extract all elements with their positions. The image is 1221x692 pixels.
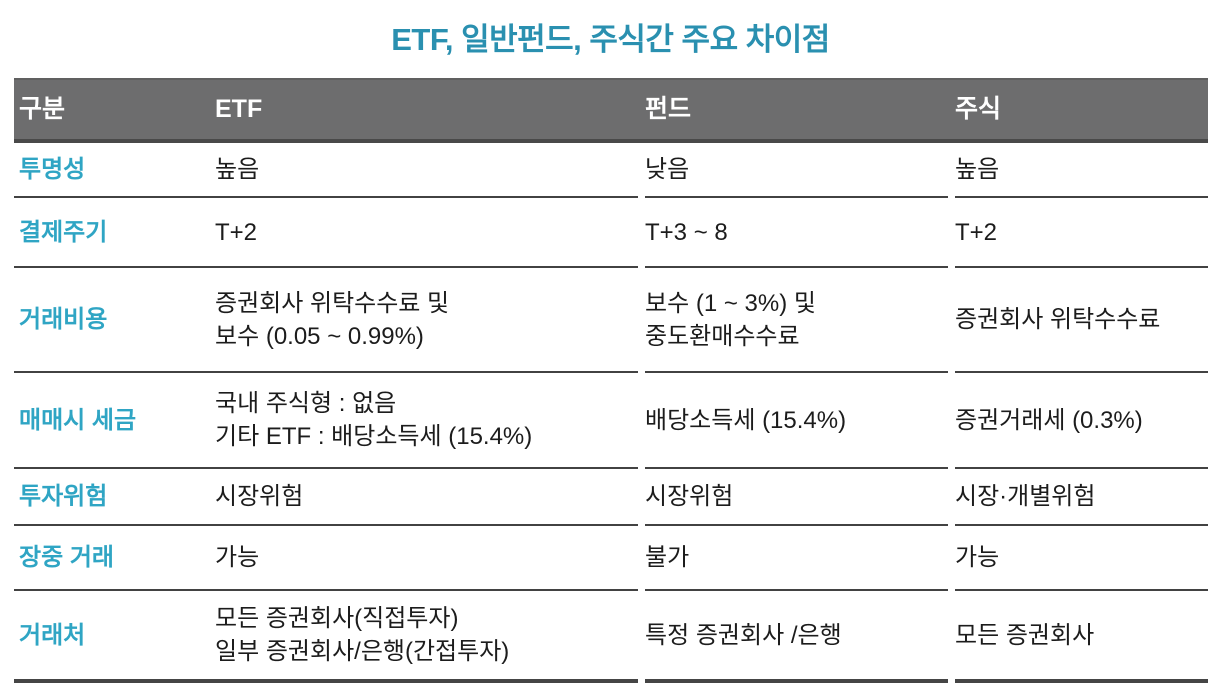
stock-cell: 증권거래세 (0.3%) [955,373,1208,469]
row-label: 매매시 세금 [14,373,205,469]
row-label: 거래비용 [14,268,205,373]
etf-cell: 모든 증권회사(직접투자) 일부 증권회사/은행(간접투자) [205,591,638,683]
fund-cell: 시장위험 [645,469,948,526]
comparison-table: 구분 ETF 펀드 주식 투명성 높음 낮음 높음 결제주기 T+2 T+3 ~… [14,78,1208,683]
etf-cell: 가능 [205,526,638,591]
stock-cell: 시장·개별위험 [955,469,1208,526]
table-row: 투명성 높음 낮음 높음 [14,143,1208,198]
fund-cell: 특정 증권회사 /은행 [645,591,948,683]
table-row: 결제주기 T+2 T+3 ~ 8 T+2 [14,198,1208,268]
etf-cell: T+2 [205,198,638,268]
row-label: 투자위험 [14,469,205,526]
fund-cell: T+3 ~ 8 [645,198,948,268]
header-cell-category: 구분 [19,95,66,123]
header-cell-stock: 주식 [955,95,1002,123]
table-header-row: 구분 ETF 펀드 주식 [14,78,1208,143]
stock-cell: 증권회사 위탁수수료 [955,268,1208,373]
table-row: 매매시 세금 국내 주식형 : 없음 기타 ETF : 배당소득세 (15.4%… [14,373,1208,469]
row-label: 결제주기 [14,198,205,268]
table-row: 장중 거래 가능 불가 가능 [14,526,1208,591]
stock-cell: 가능 [955,526,1208,591]
stock-cell: T+2 [955,198,1208,268]
row-label: 거래처 [14,591,205,683]
fund-cell: 불가 [645,526,948,591]
header-cell-fund: 펀드 [645,95,692,123]
fund-cell: 배당소득세 (15.4%) [645,373,948,469]
etf-cell: 증권회사 위탁수수료 및 보수 (0.05 ~ 0.99%) [205,268,638,373]
table-row: 투자위험 시장위험 시장위험 시장·개별위험 [14,469,1208,526]
header-cell-etf: ETF [215,95,263,123]
page-title: ETF, 일반펀드, 주식간 주요 차이점 [391,22,830,57]
row-label: 투명성 [14,143,205,198]
etf-cell: 높음 [205,143,638,198]
fund-cell: 낮음 [645,143,948,198]
table-row: 거래비용 증권회사 위탁수수료 및 보수 (0.05 ~ 0.99%) 보수 (… [14,268,1208,373]
stock-cell: 모든 증권회사 [955,591,1208,683]
row-label: 장중 거래 [14,526,205,591]
fund-cell: 보수 (1 ~ 3%) 및 중도환매수수료 [645,268,948,373]
etf-cell: 국내 주식형 : 없음 기타 ETF : 배당소득세 (15.4%) [205,373,638,469]
table-row: 거래처 모든 증권회사(직접투자) 일부 증권회사/은행(간접투자) 특정 증권… [14,591,1208,683]
stock-cell: 높음 [955,143,1208,198]
etf-cell: 시장위험 [205,469,638,526]
